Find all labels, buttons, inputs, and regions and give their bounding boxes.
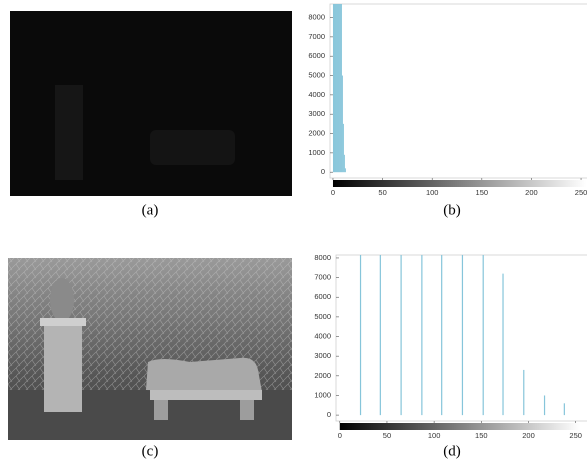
y-tick-label: 5000 [308,71,325,80]
y-tick-label: 6000 [308,51,325,60]
y-tick-label: 4000 [308,90,325,99]
x-tick-label: 100 [428,431,441,440]
y-tick-label: 0 [321,167,325,176]
y-tick-label: 2000 [308,129,325,138]
y-tick-label: 1000 [314,390,331,399]
x-tick-label: 0 [331,188,335,197]
y-tick-label: 3000 [308,109,325,118]
caption: (a) [142,202,159,218]
histogram-bar [335,0,336,172]
page: (a) (b) (c) (d) 010002000300040005000600… [0,0,587,467]
x-tick-label: 250 [569,431,582,440]
x-tick-label: 50 [378,188,386,197]
y-tick-label: 8000 [314,253,331,262]
histogram-bar [336,0,337,172]
plot-frame [330,4,587,178]
y-tick-label: 3000 [314,351,331,360]
y-tick-label: 8000 [308,13,325,22]
histogram-bar [337,0,338,172]
histogram-bar [343,124,344,172]
histogram-bar [340,0,341,172]
x-tick-label: 200 [525,188,538,197]
y-tick-label: 7000 [308,32,325,41]
histogram-bar [333,0,334,172]
y-tick-label: 4000 [314,332,331,341]
y-tick-label: 5000 [314,312,331,321]
caption: (c) [142,443,159,459]
image-a [10,11,292,196]
x-tick-label: 150 [476,188,489,197]
image-c [8,258,292,440]
plot-frame [336,255,587,421]
x-tick-label: 250 [575,188,587,197]
caption: (b) [443,202,461,218]
histogram-bar [345,168,346,172]
colorbar [340,423,581,430]
y-tick-label: 0 [327,410,331,419]
x-tick-label: 0 [338,431,342,440]
histogram-bar [342,76,343,173]
y-tick-label: 1000 [308,148,325,157]
y-tick-label: 7000 [314,273,331,282]
x-tick-label: 50 [383,431,391,440]
x-tick-label: 150 [475,431,488,440]
histogram-bar [338,0,339,172]
colorbar [333,180,586,187]
histogram-bar [339,0,340,172]
histogram-bar [341,0,342,172]
histogram-bar [334,0,335,172]
y-tick-label: 6000 [314,292,331,301]
figure: (a) (b) (c) (d) 010002000300040005000600… [0,0,587,467]
y-tick-label: 2000 [314,371,331,380]
caption: (d) [443,443,461,459]
x-tick-label: 100 [426,188,439,197]
x-tick-label: 200 [522,431,535,440]
histogram-chart: 0 1000 2000 3000 4000 5000 6000 7000 8000 0 50 100 1… [308,0,587,197]
histogram-bar [344,155,345,172]
